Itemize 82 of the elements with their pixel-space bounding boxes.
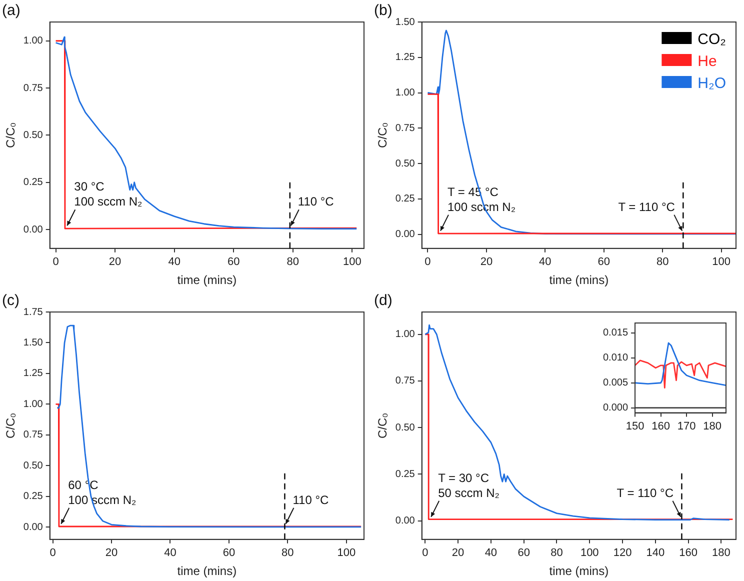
y-tick-label: 1.00 bbox=[395, 88, 416, 98]
y-axis-title: C/C₀ bbox=[4, 412, 18, 439]
x-tick-label: 60 bbox=[222, 547, 236, 560]
y-tick-label: 0.50 bbox=[395, 422, 416, 434]
x-tick-label: 100 bbox=[342, 256, 362, 268]
legend-label: He bbox=[698, 53, 717, 70]
x-tick-label: 0 bbox=[52, 256, 59, 268]
y-tick-label: 0.75 bbox=[23, 82, 44, 94]
x-tick-label: 140 bbox=[646, 547, 665, 560]
x-tick-label: 80 bbox=[656, 256, 669, 268]
x-axis-title: time (mins) bbox=[549, 564, 609, 578]
y-tick-label: 0.25 bbox=[395, 468, 416, 480]
annotation: T = 110 °C bbox=[616, 486, 674, 500]
x-tick-label: 40 bbox=[168, 256, 180, 268]
x-tick-label: 0 bbox=[422, 547, 428, 560]
y-tick-label: 0.00 bbox=[395, 516, 416, 527]
chart-title: (a) bbox=[2, 2, 20, 20]
y-tick-label: 1.50 bbox=[395, 16, 416, 28]
annotation: 30 °C 100 sccm N₂ bbox=[74, 180, 143, 209]
y-tick-label: 1.50 bbox=[23, 337, 44, 348]
y-tick-label: 0.005 bbox=[602, 378, 628, 389]
x-tick-label: 20 bbox=[452, 547, 464, 560]
y-tick-label: 0.50 bbox=[395, 158, 416, 170]
x-tick-label: 180 bbox=[703, 420, 722, 432]
y-tick-label: 0.000 bbox=[602, 402, 628, 414]
annotation: T = 110 °C bbox=[618, 200, 676, 214]
y-tick-label: 1.75 bbox=[23, 306, 44, 318]
y-tick-label: 1.00 bbox=[23, 36, 44, 47]
chart-title: (b) bbox=[374, 2, 392, 20]
y-axis-title: C/C₀ bbox=[376, 122, 390, 148]
legend-label: CO₂ bbox=[698, 31, 726, 48]
x-tick-label: 20 bbox=[480, 256, 493, 268]
x-tick-label: 80 bbox=[550, 547, 563, 560]
y-tick-label: 0.75 bbox=[23, 430, 44, 441]
x-tick-label: 120 bbox=[613, 547, 632, 560]
x-tick-label: 160 bbox=[652, 420, 670, 432]
legend-label: H₂O bbox=[698, 75, 726, 92]
annotation: 110 °C bbox=[298, 194, 334, 209]
y-tick-label: 0.015 bbox=[602, 328, 628, 339]
y-tick-label: 1.00 bbox=[395, 329, 416, 340]
y-tick-label: 0.25 bbox=[23, 177, 44, 188]
y-axis-title: C/C₀ bbox=[376, 412, 390, 439]
y-tick-label: 0.00 bbox=[395, 229, 416, 240]
y-tick-label: 0.25 bbox=[23, 491, 44, 502]
x-tick-label: 100 bbox=[712, 256, 730, 268]
x-tick-label: 20 bbox=[105, 547, 118, 560]
y-tick-label: 0.75 bbox=[395, 376, 416, 387]
y-tick-label: 1.25 bbox=[395, 52, 416, 64]
x-axis-title: time (mins) bbox=[549, 273, 609, 288]
y-tick-label: 0.010 bbox=[602, 352, 628, 364]
x-tick-label: 100 bbox=[580, 547, 599, 560]
y-tick-label: 0.00 bbox=[23, 522, 44, 533]
annotation: 110 °C bbox=[292, 492, 329, 507]
x-tick-label: 0 bbox=[50, 547, 56, 560]
x-tick-label: 60 bbox=[598, 256, 610, 268]
y-tick-label: 0.50 bbox=[23, 130, 44, 141]
chart-title: (d) bbox=[374, 292, 392, 310]
y-tick-label: 1.00 bbox=[23, 398, 44, 410]
y-tick-label: 0.50 bbox=[23, 460, 44, 472]
x-tick-label: 100 bbox=[337, 547, 356, 560]
y-tick-label: 0.25 bbox=[395, 194, 416, 205]
x-tick-label: 40 bbox=[164, 547, 176, 560]
x-tick-label: 60 bbox=[518, 547, 530, 560]
chart-title: (c) bbox=[2, 292, 20, 310]
x-tick-label: 80 bbox=[282, 547, 294, 560]
y-tick-label: 1.25 bbox=[23, 368, 44, 380]
x-tick-label: 40 bbox=[484, 547, 498, 560]
x-axis-title: time (mins) bbox=[177, 564, 237, 578]
x-tick-label: 20 bbox=[108, 256, 122, 268]
x-tick-label: 60 bbox=[227, 256, 240, 268]
x-tick-label: 0 bbox=[424, 256, 431, 268]
x-tick-label: 170 bbox=[677, 420, 696, 432]
y-tick-label: 0.00 bbox=[23, 224, 44, 236]
annotation: T = 30 °C 50 sccm N₂ bbox=[438, 470, 500, 500]
x-tick-label: 80 bbox=[286, 256, 299, 268]
x-axis-title: time (mins) bbox=[177, 273, 237, 288]
y-tick-label: 0.75 bbox=[395, 122, 416, 134]
x-tick-label: 160 bbox=[679, 547, 698, 560]
y-axis-title: C/C₀ bbox=[4, 122, 18, 148]
x-tick-label: 180 bbox=[712, 547, 730, 560]
x-tick-label: 150 bbox=[626, 420, 644, 432]
x-tick-label: 40 bbox=[539, 256, 552, 268]
